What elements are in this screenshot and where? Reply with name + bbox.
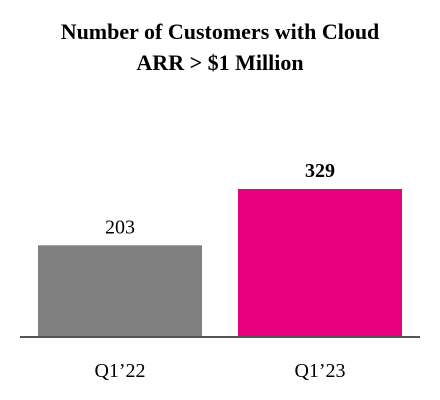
x-tick-label: Q1’22 — [94, 360, 145, 382]
value-label: 329 — [305, 160, 335, 182]
x-tick-label: Q1’23 — [294, 360, 345, 382]
chart-title: Number of Customers with Cloud ARR > $1 … — [60, 19, 380, 75]
bar — [238, 189, 402, 336]
value-label: 203 — [105, 216, 135, 238]
bar — [38, 245, 202, 336]
